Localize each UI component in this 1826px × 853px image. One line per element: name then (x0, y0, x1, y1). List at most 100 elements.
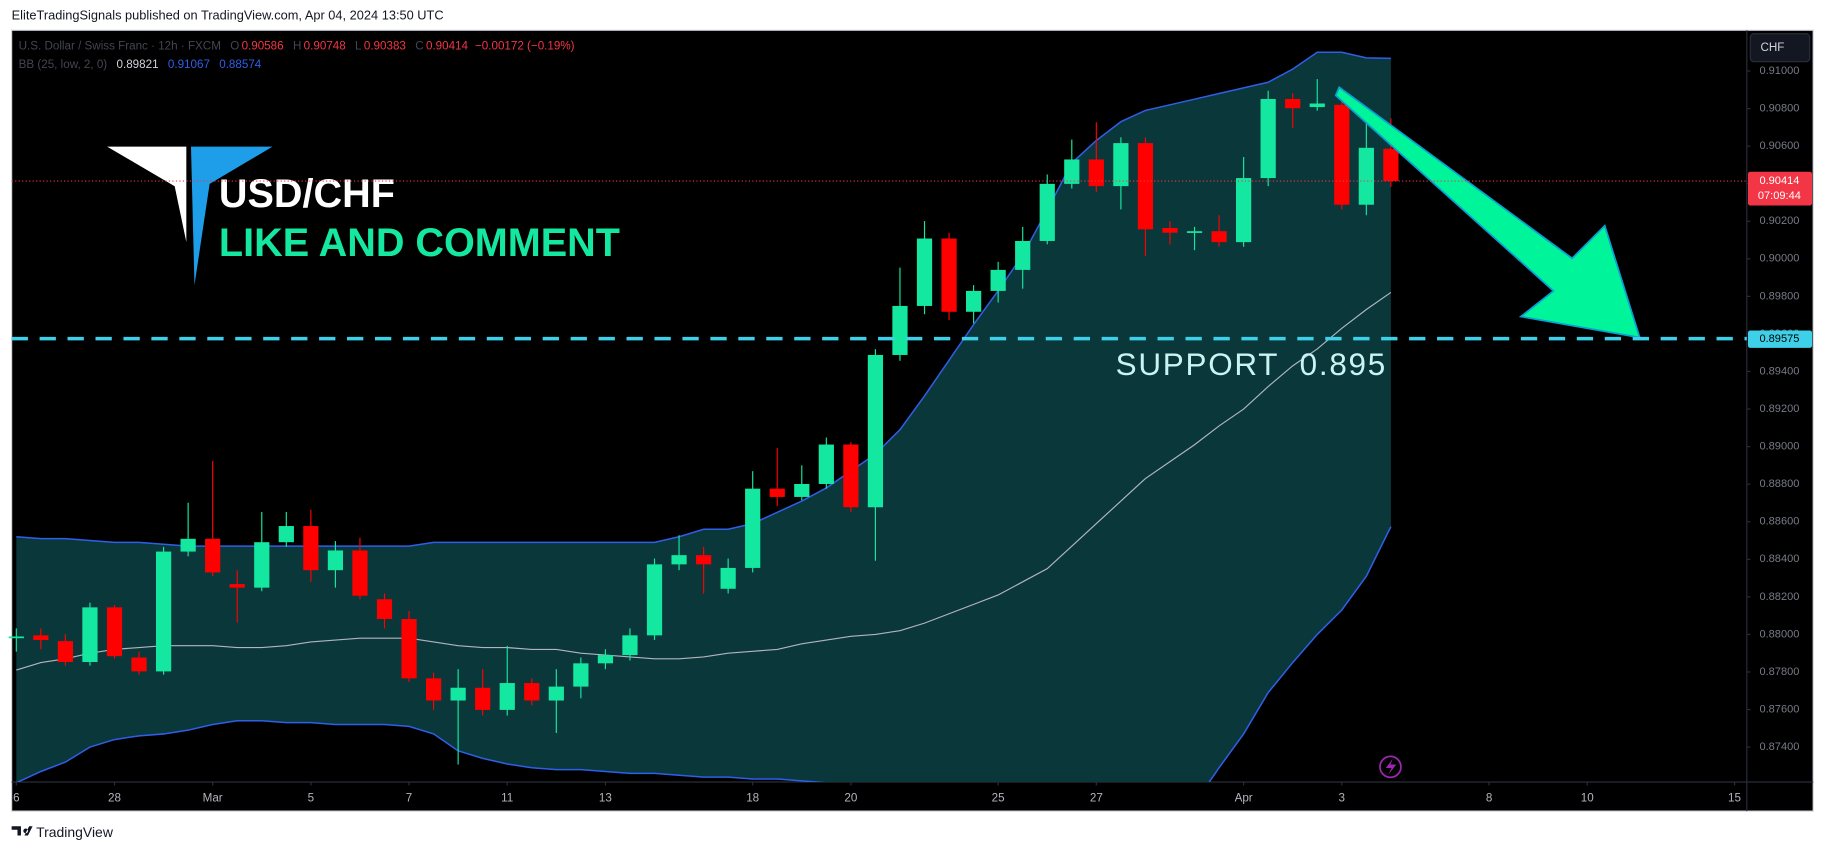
legend-indicator: BB (25, low, 2, 0) 0.89821 0.91067 0.88574 (19, 58, 262, 71)
candle-body (1334, 104, 1350, 205)
x-tick-label: Mar (203, 791, 223, 804)
legend-main: U.S. Dollar / Swiss Franc · 12h · FXCM O 0… (19, 40, 575, 53)
currency[interactable]: CHF (1760, 41, 1784, 54)
ohlc-letter: C (415, 40, 423, 53)
x-tick-label: 27 (1090, 791, 1103, 804)
candle-body (548, 686, 564, 701)
candle-body (254, 542, 270, 588)
ohlc-value: 0.90586 (242, 40, 284, 53)
y-tick-label: 0.89800 (1759, 290, 1799, 302)
candle-body (1260, 98, 1276, 179)
last-price-box (1747, 171, 1813, 206)
indicator-value: 0.91067 (168, 58, 210, 71)
currency-button[interactable] (1749, 33, 1811, 63)
candle-body (646, 564, 663, 636)
candle-body (671, 555, 687, 565)
candle-body (1137, 143, 1154, 230)
candle-body (475, 687, 491, 710)
y-tick-label: 0.90000 (1759, 253, 1799, 265)
indicator-value: 0.88574 (219, 58, 262, 71)
x-tick-label: 10 (1581, 791, 1594, 804)
band-basis (16, 291, 1392, 671)
indicator-value: 0.89821 (117, 58, 159, 71)
y-tick-label: 0.87800 (1759, 666, 1799, 678)
y-tick-label: 0.88600 (1759, 516, 1799, 528)
support-price-box (1747, 330, 1813, 348)
y-tick-label: 0.90600 (1759, 140, 1799, 152)
candle-body (524, 683, 540, 701)
x-tick-label: 11 (501, 791, 513, 804)
last-price-label: 0.90414 (1759, 175, 1799, 187)
arrow (1334, 85, 1641, 339)
y-tick-label: 0.88800 (1759, 478, 1799, 490)
candle-body (1015, 240, 1031, 270)
candle-body (1162, 228, 1178, 233)
y-tick-label: 0.90200 (1759, 215, 1799, 227)
countdown: 07:09:44 (1758, 190, 1801, 202)
x-tick-label: 25 (992, 791, 1005, 804)
candle-body (1383, 148, 1399, 182)
candle-body (1113, 143, 1129, 187)
candle-body (1211, 231, 1227, 243)
candle-body (33, 635, 49, 641)
candle-body (303, 526, 319, 571)
publisher: EliteTradingSignals published on Trading… (12, 8, 444, 23)
y-tick-label: 0.87600 (1759, 703, 1799, 715)
x-tick-label: 6 (13, 791, 19, 804)
x-tick-label: 20 (844, 791, 857, 804)
x-tick-label: 13 (599, 791, 612, 804)
overlay-subtitle: LIKE AND COMMENT (219, 221, 620, 265)
candle-body (695, 555, 712, 565)
x-tick-label: 5 (308, 791, 314, 804)
candle-body (57, 641, 74, 663)
candle-body (131, 657, 147, 672)
candle-body (867, 354, 884, 508)
candle-body (401, 619, 417, 679)
candle-body (818, 444, 834, 484)
footer-brand: TradingView (36, 824, 114, 840)
candle-body (352, 550, 368, 596)
y-tick-label: 0.87400 (1759, 741, 1799, 753)
candle-body (941, 238, 957, 312)
x-tick-label: 7 (406, 791, 412, 804)
y-tick-label: 0.88200 (1759, 591, 1799, 603)
candle-body (769, 488, 785, 497)
candle-body (745, 488, 761, 568)
candle-body (229, 584, 245, 588)
y-tick-label: 0.89400 (1759, 365, 1799, 377)
legend-title: U.S. Dollar / Swiss Franc · 12h · FXCM (19, 40, 221, 53)
lightning-glyph (1385, 758, 1397, 776)
candle-body (8, 636, 24, 639)
ohlc-value: 0.90748 (304, 40, 346, 53)
lightning-icon[interactable] (1379, 755, 1402, 779)
candle-body (1088, 159, 1104, 187)
footer-logo (11, 826, 33, 836)
candle-body (327, 550, 344, 571)
overlay-title: USD/CHF (219, 172, 395, 216)
candle-body (916, 238, 933, 306)
y-tick-label: 0.89000 (1759, 441, 1799, 453)
logo-white (107, 146, 187, 243)
y-tick-label: 0.90800 (1759, 102, 1799, 114)
candle-body (622, 635, 638, 656)
support-price-label: 0.89575 (1759, 333, 1799, 345)
candle-body (1236, 178, 1252, 243)
ohlc-letter: L (355, 40, 362, 53)
change: −0.00172 (−0.19%) (475, 40, 575, 53)
band-upper (16, 51, 1391, 547)
candle-body (965, 290, 982, 312)
candle-body (82, 607, 98, 663)
candle-body (990, 269, 1006, 291)
support-note: SUPPORT 0.895 (1116, 347, 1387, 382)
y-tick-label: 0.88000 (1759, 628, 1799, 640)
candle-body (720, 567, 736, 589)
candle-body (1285, 98, 1301, 109)
ohlc-value: 0.90383 (364, 40, 406, 53)
candle-body (892, 305, 908, 355)
candle-body (180, 538, 196, 552)
candle-body (1186, 231, 1203, 233)
ohlc-value: 0.90414 (426, 40, 469, 53)
candle-body (155, 551, 172, 672)
y-tick-label: 0.89200 (1759, 403, 1799, 415)
